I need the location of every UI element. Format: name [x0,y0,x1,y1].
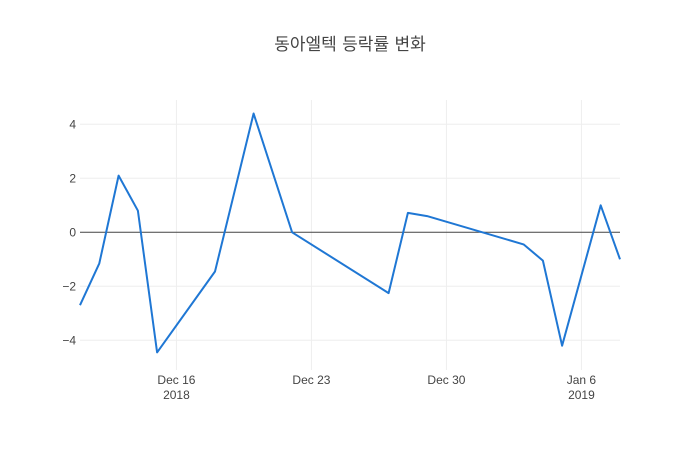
chart-title: 동아엘텍 등락률 변화 [274,35,426,55]
series-line [79,112,621,354]
y-tick-label: −2 [62,279,76,293]
series-layer [79,112,621,354]
x-tick-label: Dec 16 [157,373,195,387]
y-tick-label: 0 [69,225,76,239]
x-tick-year-label: 2018 [163,388,190,402]
x-tick-label: Jan 6 [567,373,597,387]
y-tick-label: 2 [69,171,76,185]
grid-layer [80,100,620,370]
x-tick-label: Dec 30 [427,373,465,387]
x-tick-year-label: 2019 [568,388,595,402]
x-tick-label: Dec 23 [292,373,330,387]
y-tick-label: 4 [69,117,76,131]
y-tick-label: −4 [62,333,76,347]
